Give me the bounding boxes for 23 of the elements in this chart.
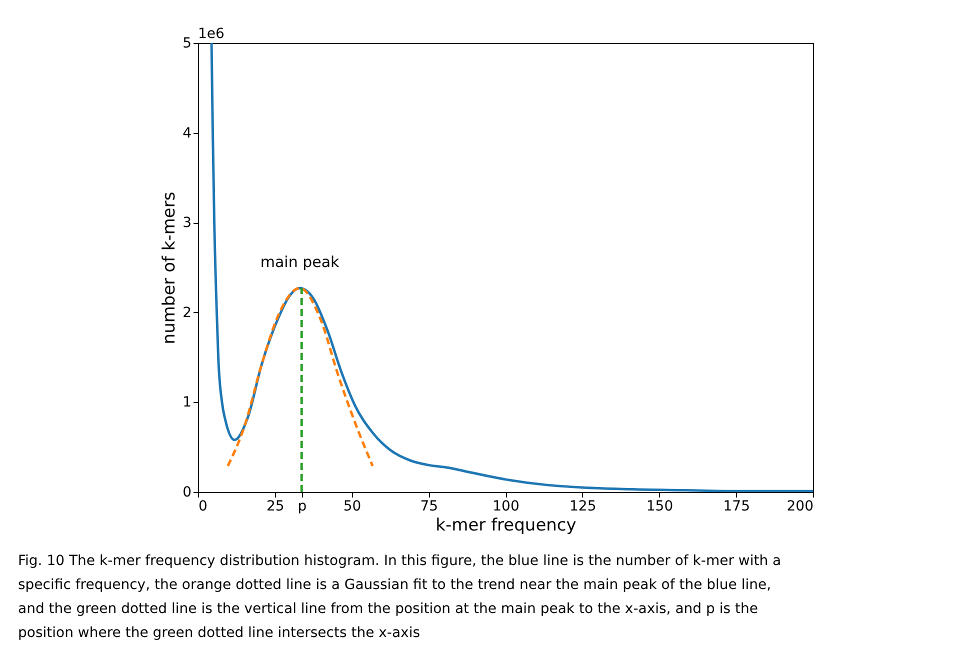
x-tick-label: 100 [492,498,520,514]
y-tick-label: 1 [182,394,192,411]
x-tick-label: 175 [723,498,750,514]
x-tick-label: 200 [786,498,814,514]
line-series [226,286,374,468]
line-series [210,43,813,492]
y-tick-label: 2 [182,304,192,321]
x-tick-label: p [298,498,307,514]
y-tick-label: 3 [182,215,192,232]
x-tick-label: 25 [266,498,284,514]
x-tick-label: 75 [420,498,438,514]
x-tick-label: 150 [646,498,674,514]
y-axis-title: number of k-mers [160,192,180,344]
annotation: main peak [260,253,340,272]
y-tick-label: 4 [182,125,192,142]
y-tick-label: 0 [182,484,192,500]
text: 1e6 [198,26,225,42]
x-tick-label: 125 [570,498,596,514]
x-tick-label: 50 [343,498,362,514]
caption: Fig. 10 The k-mer frequency distribution histogram. In this figure, the blue line is the number of k-mer with a specific frequency, the orange dotted line is a Gaussian fit to the trend near the main peak of the blue line, and the green dotted line is the vertical line from the position at the main peak to the x-axis, and p is the position where the green dotted line intersects the x-axis [18,553,782,641]
x-axis-title: k-mer frequency [436,516,576,536]
y-tick-label: 5 [182,36,192,52]
x-tick-label: 0 [198,498,208,514]
